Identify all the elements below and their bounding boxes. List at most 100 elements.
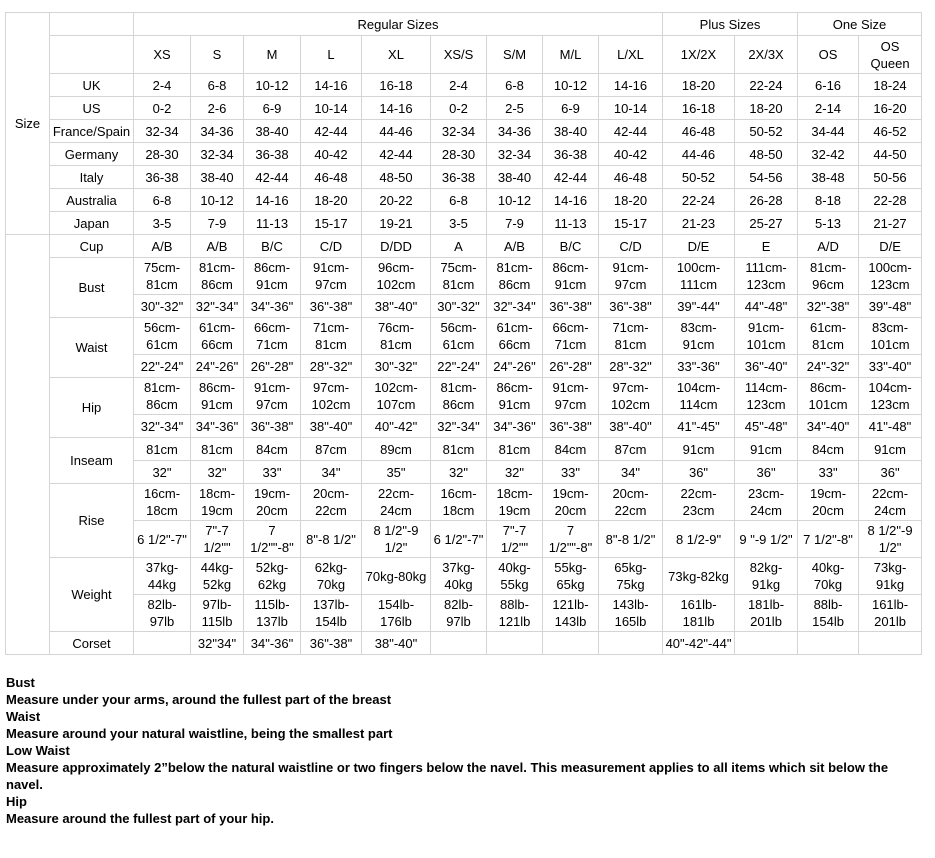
size-cell: 14-16	[597, 73, 664, 97]
row-label: Australia	[49, 188, 134, 212]
size-cell: 48-50	[734, 142, 799, 166]
header-blank	[49, 12, 134, 36]
size-cell: 14-16	[243, 188, 301, 212]
measurement-cell: 82lb-97lb	[430, 594, 487, 632]
size-cell: 50-52	[734, 119, 799, 143]
size-cell: 38-40	[486, 165, 543, 189]
measurement-cell: 97cm-102cm	[300, 377, 362, 415]
measurement-cell: 7 1/2"-8"	[797, 520, 860, 558]
measurement-cell: 40"-42"	[361, 414, 431, 438]
measurement-cell: 84cm	[243, 437, 301, 461]
measurement-cell: 19cm-20cm	[243, 483, 301, 521]
measurement-cell: 32"-38"	[797, 294, 860, 318]
column-header: XS	[133, 35, 191, 74]
measurement-cell: 32"	[486, 460, 543, 484]
size-row: Australia 6-8 10-12 14-16 18-20 20-22 6-8 10-12…	[6, 188, 923, 212]
note-heading: Waist	[6, 709, 41, 724]
measurement-cell	[542, 631, 599, 655]
measurement-cell: 32"	[133, 460, 191, 484]
size-chart-table: Size Regular Sizes Plus Sizes One Size XS S M L…	[5, 12, 923, 655]
measurement-cell: 34"-40"	[797, 414, 860, 438]
size-cell: 18-20	[597, 188, 664, 212]
measurement-cell: 61cm-66cm	[190, 317, 244, 355]
measurement-cell: 7"-7 1/2""	[486, 520, 543, 558]
measurement-row: Inseam 81cm 81cm 84cm 87cm 89cm 81cm 81cm 84cm 87…	[6, 437, 923, 484]
measurement-cell: 86cm-101cm	[797, 377, 860, 415]
measurement-cell: 100cm-123cm	[858, 257, 923, 295]
measurement-cell: 8 1/2-9"	[662, 520, 736, 558]
size-cell: 44-50	[858, 142, 923, 166]
measurement-row: Rise 16cm-18cm 18cm-19cm 19cm-20cm 20cm-22cm…	[6, 483, 923, 558]
size-cell: 46-48	[597, 165, 664, 189]
size-cell: 0-2	[430, 96, 487, 120]
row-label: Hip	[49, 377, 134, 438]
measurement-cell: 81cm-86cm	[133, 377, 191, 415]
measurement-cell: 32"-34"	[190, 294, 244, 318]
measurement-cell: 97cm-102cm	[597, 377, 664, 415]
measurement-cell: 24"-32"	[797, 354, 860, 378]
measurement-cell: 56cm-61cm	[430, 317, 487, 355]
size-cell: 36-38	[542, 142, 599, 166]
measurement-cell: 97lb-115lb	[190, 594, 244, 632]
size-cell: 11-13	[243, 211, 301, 235]
row-label: Germany	[49, 142, 134, 166]
measurement-cell: 38"-40"	[597, 414, 664, 438]
size-cell: 22-28	[858, 188, 923, 212]
measurement-cell: 104cm-114cm	[662, 377, 736, 415]
measurement-cell: 91cm-97cm	[597, 257, 664, 295]
size-cell: 16-18	[662, 96, 736, 120]
size-row: France/Spain 32-34 34-36 38-40 42-44 44-46 32-…	[6, 119, 923, 143]
size-cell: 14-16	[542, 188, 599, 212]
size-cell: 10-14	[597, 96, 664, 120]
measurement-cell: 39"-48"	[858, 294, 923, 318]
size-cell: 38-40	[190, 165, 244, 189]
measurement-cell: 38"-40"	[361, 631, 431, 655]
measurement-cell: A	[430, 234, 487, 258]
measurement-cell: 102cm-107cm	[361, 377, 431, 415]
size-row: Italy 36-38 38-40 42-44 46-48 48-50 36-38 38-40…	[6, 165, 923, 189]
measurement-cell: 26"-28"	[542, 354, 599, 378]
measurement-cell: 88lb-154lb	[797, 594, 860, 632]
size-cell: 14-16	[361, 96, 431, 120]
size-cell: 2-5	[486, 96, 543, 120]
measurement-row: 6 1/2"-7" 7"-7 1/2"" 7 1/2""-8" 8"-8 1/2" 8 …	[6, 520, 923, 558]
measurement-cell: 8"-8 1/2"	[300, 520, 362, 558]
measurement-cell: 24"-26"	[486, 354, 543, 378]
measurement-cell: 33"	[797, 460, 860, 484]
size-cell: 8-18	[797, 188, 860, 212]
measurement-cell: 35"	[361, 460, 431, 484]
size-cell: 16-20	[858, 96, 923, 120]
measurement-cell: 61cm-66cm	[486, 317, 543, 355]
size-cell: 3-5	[430, 211, 487, 235]
row-label: Bust	[49, 257, 134, 318]
size-cell: 38-40	[243, 119, 301, 143]
measurement-cell: 32"-34"	[430, 414, 487, 438]
size-cell: 10-12	[542, 73, 599, 97]
measurement-cell: 104cm-123cm	[858, 377, 923, 415]
measurement-cell: 34"-36"	[243, 631, 301, 655]
measurement-cell: 91cm-101cm	[734, 317, 799, 355]
measurement-cell: 6 1/2"-7"	[430, 520, 487, 558]
size-cell: 10-12	[190, 188, 244, 212]
row-label: Rise	[49, 483, 134, 558]
size-cell: 42-44	[300, 119, 362, 143]
measurement-cell: 91cm-97cm	[243, 377, 301, 415]
measurement-cell: 36"-38"	[542, 414, 599, 438]
measurement-cell: 88lb-121lb	[486, 594, 543, 632]
measurement-cell: 34"-36"	[486, 414, 543, 438]
measurement-cell: 86cm-91cm	[243, 257, 301, 295]
measurement-cell: 40kg-55kg	[486, 557, 543, 595]
measurement-cell: 73kg-82kg	[662, 557, 736, 595]
measurement-cell: D/DD	[361, 234, 431, 258]
measurement-cell: 91cm-97cm	[542, 377, 599, 415]
measurement-cell: 36"-38"	[542, 294, 599, 318]
row-label: UK	[49, 73, 134, 97]
size-cell: 28-30	[133, 142, 191, 166]
measurement-row: 32" 32" 33" 34" 35" 32" 32" 33" 34" 36" 36" 33" 36"	[6, 460, 923, 484]
measurement-cell: 111cm-123cm	[734, 257, 799, 295]
measurement-cell: 26"-28"	[243, 354, 301, 378]
size-cell: 46-48	[662, 119, 736, 143]
measurement-row: Hip 81cm-86cm 86cm-91cm 91cm-97cm 97cm-102cm…	[6, 377, 923, 438]
measurement-cell: 20cm-22cm	[300, 483, 362, 521]
measurement-cell: 7 1/2""-8"	[243, 520, 301, 558]
